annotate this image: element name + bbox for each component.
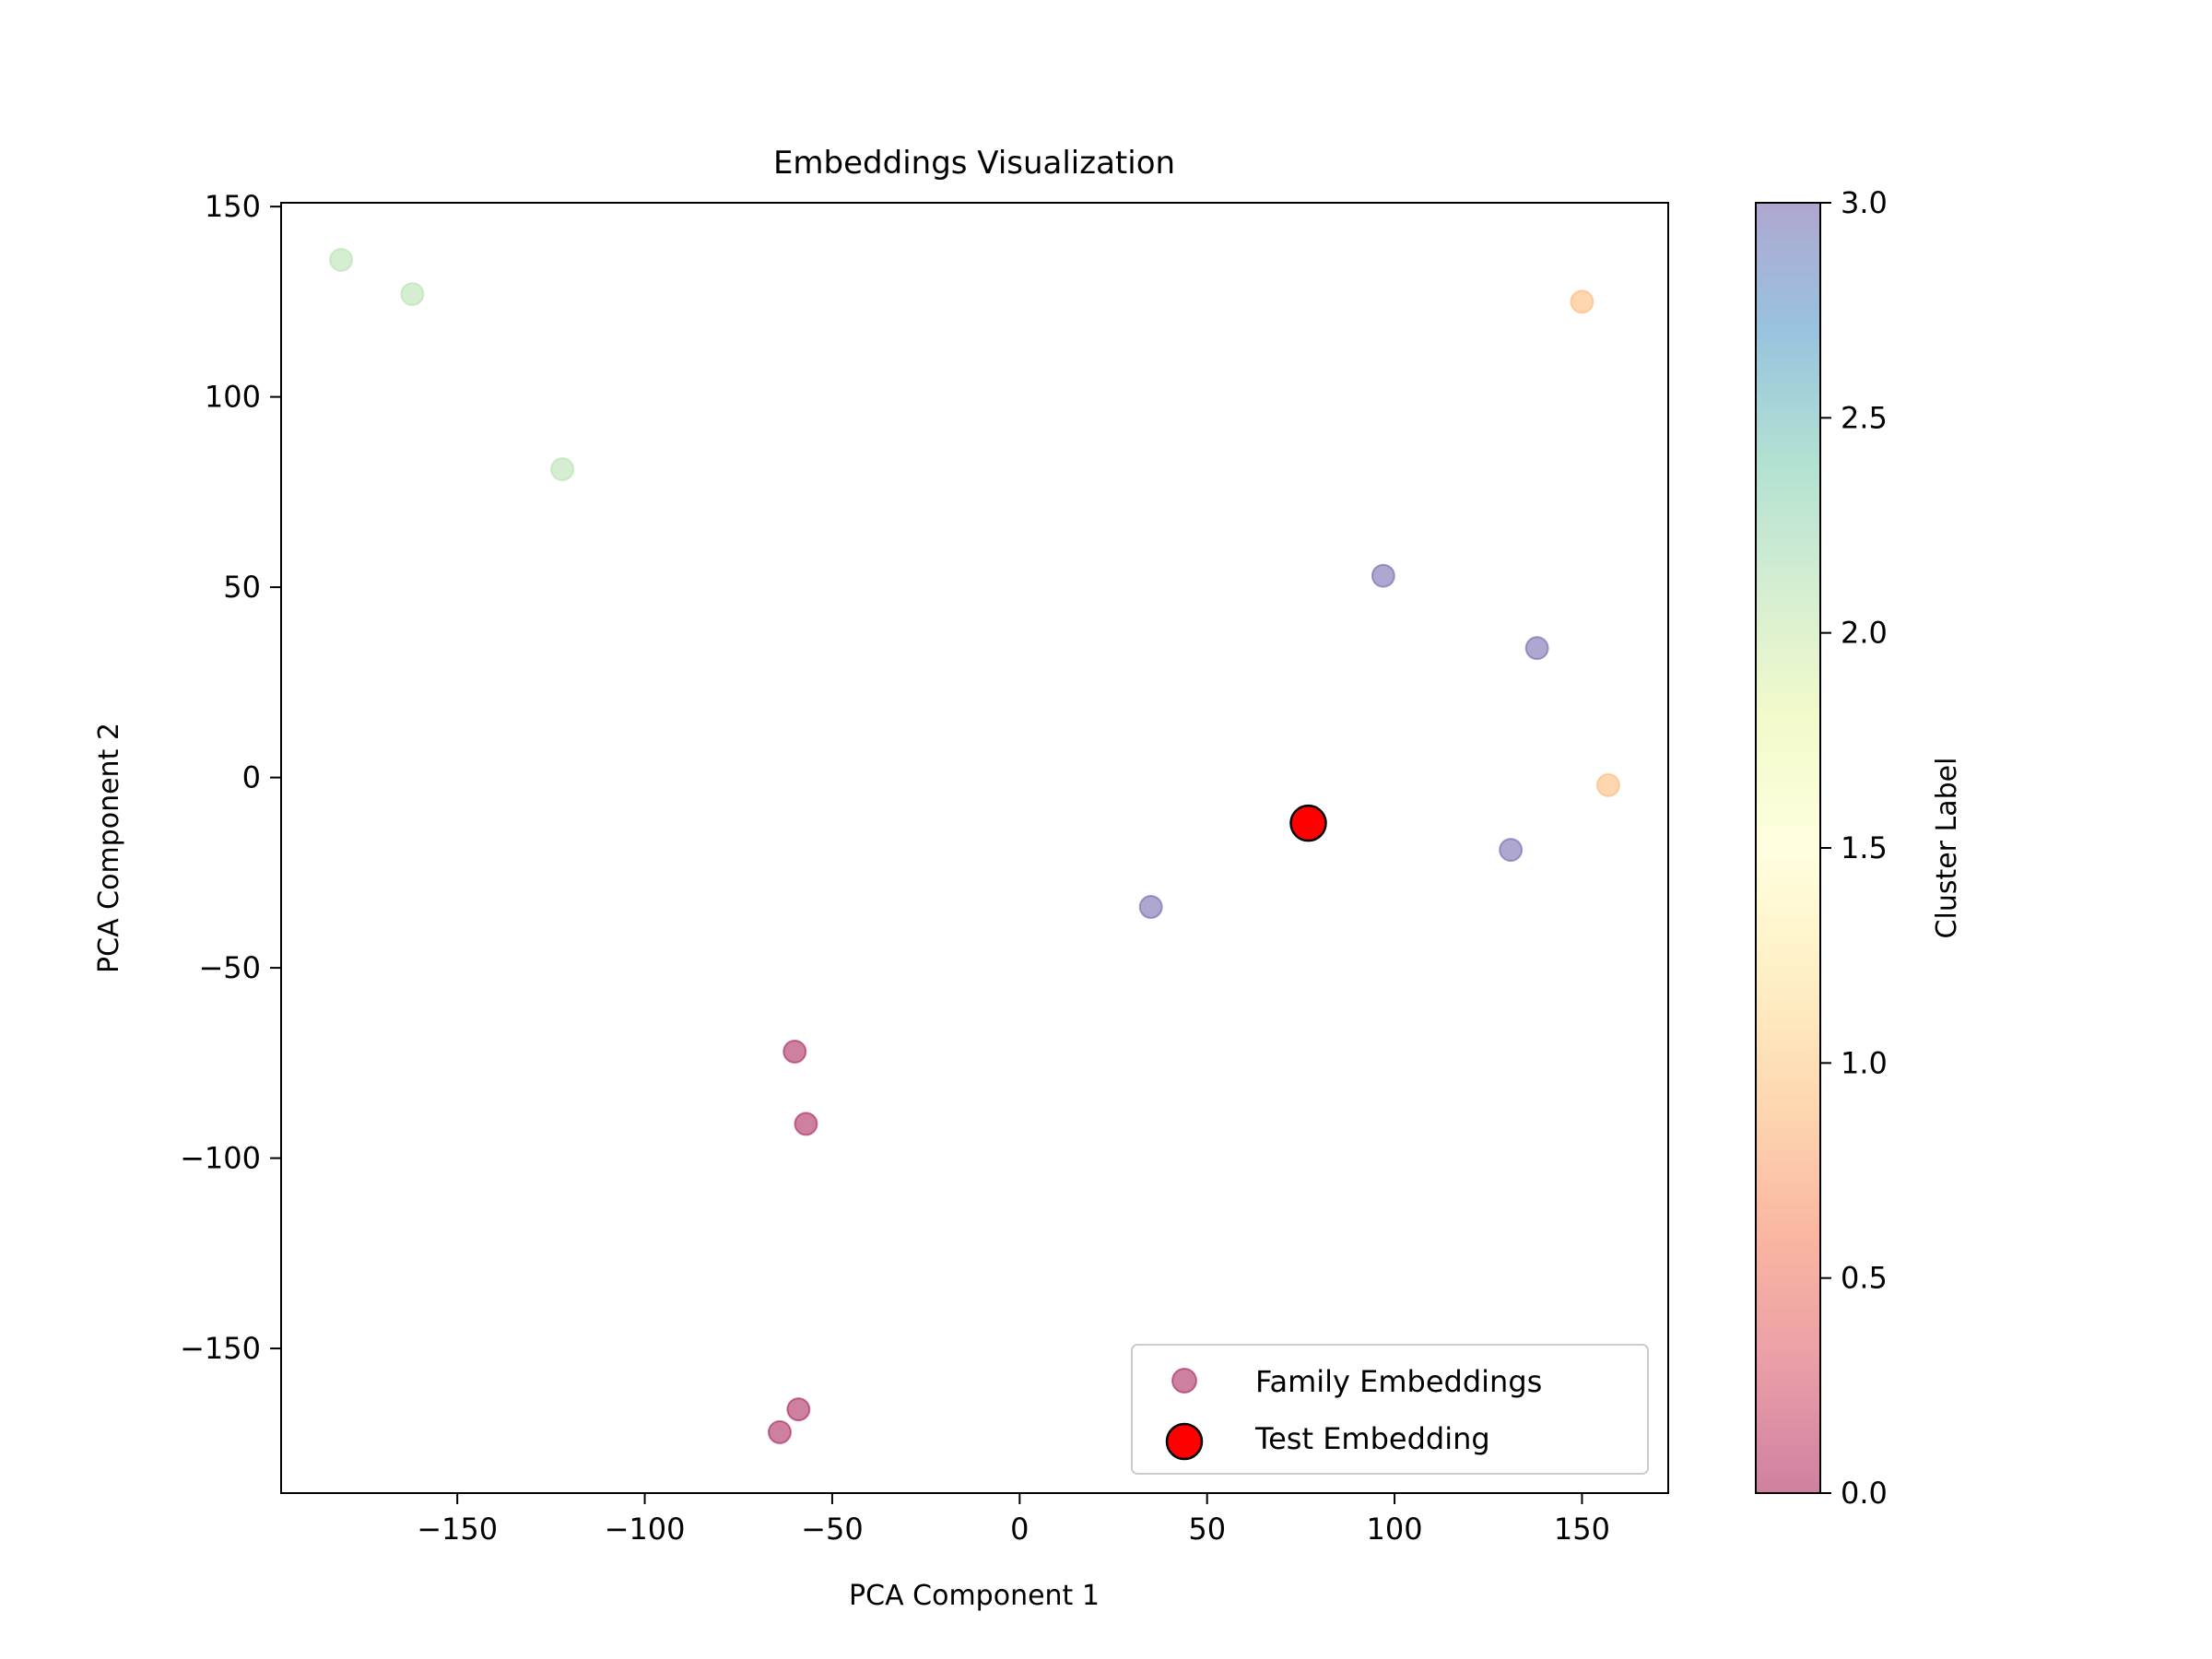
colorbar-tick-label: 1.0 xyxy=(1841,1045,1888,1080)
y-tick-label: −50 xyxy=(198,950,261,985)
x-tick-label: 100 xyxy=(1367,1512,1423,1547)
family-embedding-point xyxy=(794,1112,818,1136)
legend-label-family: Family Embeddings xyxy=(1255,1364,1542,1399)
points-layer xyxy=(329,247,1620,1444)
legend-box xyxy=(1131,1344,1649,1475)
family-embedding-point xyxy=(767,1419,792,1444)
y-tick-label: −100 xyxy=(180,1141,261,1176)
chart-title: Embeddings Visualization xyxy=(773,145,1175,182)
colorbar-tick-label: 2.5 xyxy=(1841,400,1888,435)
family-embedding-point xyxy=(1371,563,1395,588)
family-embedding-point xyxy=(1570,289,1594,314)
x-tick-label: −100 xyxy=(605,1512,686,1547)
family-embedding-point xyxy=(782,1039,807,1064)
colorbar-ticks: 0.0 0.5 1.0 1.5 2.0 2.5 3.0 xyxy=(1820,185,1888,1511)
colorbar-gradient xyxy=(1755,202,1821,1494)
y-tick-label: 50 xyxy=(223,570,261,605)
family-embedding-point xyxy=(329,247,354,272)
y-tick-label: −150 xyxy=(180,1331,261,1366)
colorbar-tick-label: 0.5 xyxy=(1841,1261,1888,1296)
colorbar-label: Cluster Label xyxy=(1931,758,1963,939)
family-embedding-point xyxy=(1595,772,1620,797)
family-embedding-point xyxy=(1524,636,1549,661)
legend: Family Embeddings Test Embedding xyxy=(1131,1344,1649,1475)
legend-label-test: Test Embedding xyxy=(1254,1421,1490,1456)
colorbar-tick-label: 2.0 xyxy=(1841,616,1888,651)
legend-marker-family xyxy=(1171,1368,1197,1394)
x-tick-label: −150 xyxy=(417,1512,498,1547)
y-axis-label: PCA Component 2 xyxy=(93,723,125,973)
colorbar-tick-label: 0.0 xyxy=(1841,1476,1888,1511)
x-tick-label: 50 xyxy=(1188,1512,1226,1547)
family-embedding-point xyxy=(400,282,425,307)
family-embedding-point xyxy=(1499,838,1524,863)
x-tick-label: −50 xyxy=(801,1512,864,1547)
family-embedding-point xyxy=(550,457,575,482)
plot-frame xyxy=(280,202,1669,1494)
y-tick-label: 100 xyxy=(205,380,261,415)
family-embedding-point xyxy=(786,1397,811,1422)
colorbar: 0.0 0.5 1.0 1.5 2.0 2.5 3.0 Cluster Label xyxy=(1755,185,1963,1511)
plot-area xyxy=(280,202,1669,1494)
y-axis: 150 100 50 0 −50 −100 −150 xyxy=(180,189,281,1366)
x-axis-label: PCA Component 1 xyxy=(849,1580,1100,1612)
x-tick-label: 0 xyxy=(1010,1512,1029,1547)
x-tick-label: 150 xyxy=(1554,1512,1610,1547)
y-tick-label: 0 xyxy=(242,760,261,795)
y-tick-label: 150 xyxy=(205,189,261,224)
family-embedding-point xyxy=(1138,895,1163,920)
colorbar-tick-label: 1.5 xyxy=(1841,830,1888,865)
colorbar-tick-label: 3.0 xyxy=(1841,185,1888,220)
x-axis: −150 −100 −50 0 50 100 150 xyxy=(417,1493,1610,1547)
legend-marker-test xyxy=(1165,1422,1204,1461)
test-embedding-point xyxy=(1289,804,1327,842)
